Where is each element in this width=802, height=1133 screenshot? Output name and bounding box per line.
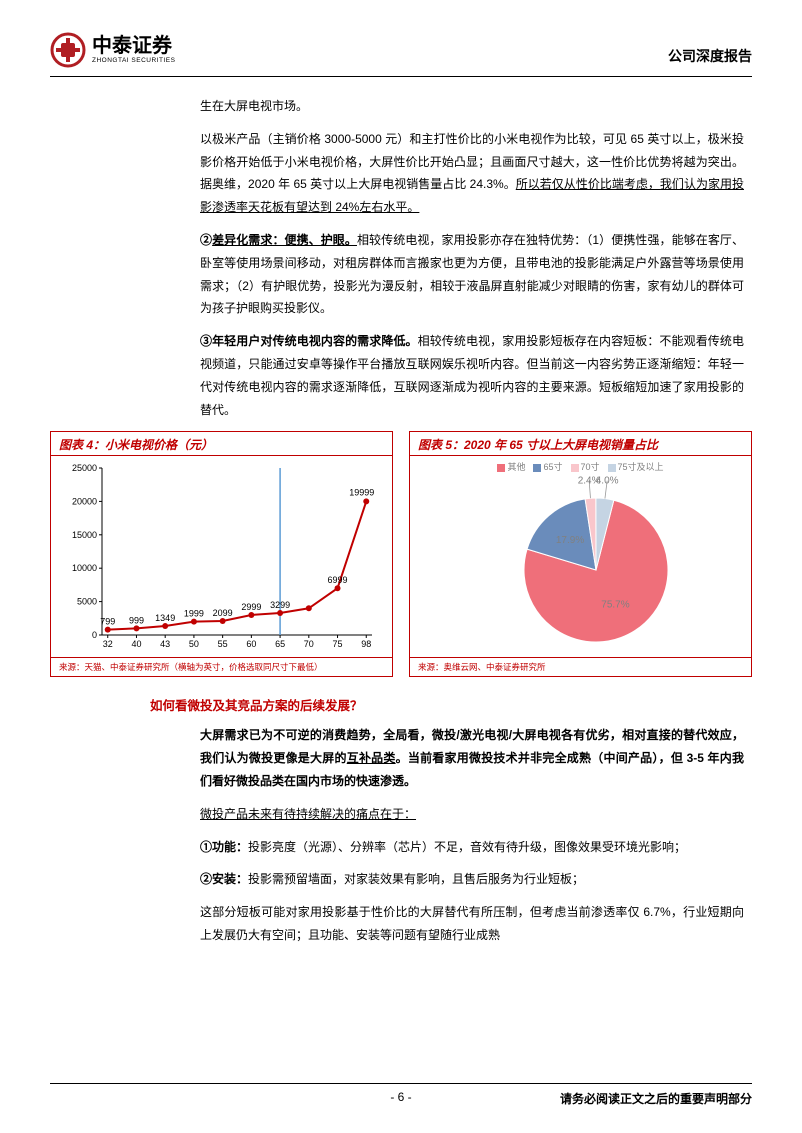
body-text-2: 大屏需求已为不可逆的消费趋势，全局看，微投/激光电视/大屏电视各有优劣，相对直接… (200, 724, 744, 946)
svg-text:2099: 2099 (212, 608, 232, 618)
svg-text:75: 75 (332, 639, 342, 649)
svg-text:999: 999 (128, 616, 143, 626)
svg-text:4.0%: 4.0% (595, 476, 618, 487)
para-1: 以极米产品（主销价格 3000-5000 元）和主打性价比的小米电视作为比较，可… (200, 128, 744, 219)
svg-text:40: 40 (131, 639, 141, 649)
logo-text-en: ZHONGTAI SECURITIES (92, 58, 175, 65)
s2-p1: 大屏需求已为不可逆的消费趋势，全局看，微投/激光电视/大屏电视各有优劣，相对直接… (200, 724, 744, 792)
header-right: 公司深度报告 (668, 46, 752, 66)
para-0: 生在大屏电视市场。 (200, 95, 744, 118)
section-2-heading: 如何看微投及其竞品方案的后续发展？ (150, 695, 752, 714)
chart-4: 图表 4：小米电视价格（元） 0 5000 10000 15000 20000 25000… (50, 431, 393, 677)
svg-text:20000: 20000 (71, 497, 96, 507)
para-2: ②差异化需求：便携、护眼。相较传统电视，家用投影亦存在独特优势：（1）便携性强，… (200, 229, 744, 320)
svg-text:3299: 3299 (270, 600, 290, 610)
chart-5-legend: 其他65寸70寸75寸及以上 (416, 460, 745, 473)
footer-right: 请务必阅读正文之后的重要声明部分 (560, 1090, 752, 1107)
chart-5: 图表 5：2020 年 65 寸以上大屏电视销量占比 其他65寸70寸75寸及以… (409, 431, 752, 677)
s2-p4: ②安装：投影需预留墙面，对家装效果有影响，且售后服务为行业短板； (200, 868, 744, 891)
page-header: 中泰证券 ZHONGTAI SECURITIES 公司深度报告 (50, 32, 752, 77)
svg-text:50: 50 (188, 639, 198, 649)
chart-5-source: 来源：奥维云网、中泰证券研究所 (410, 657, 751, 676)
svg-text:43: 43 (160, 639, 170, 649)
svg-text:15000: 15000 (71, 530, 96, 540)
chart-5-svg: 75.7%17.9%2.4%4.0% (436, 475, 726, 655)
svg-text:98: 98 (361, 639, 371, 649)
svg-text:5000: 5000 (76, 597, 96, 607)
svg-text:10000: 10000 (71, 564, 96, 574)
svg-text:55: 55 (217, 639, 227, 649)
svg-text:799: 799 (100, 617, 115, 627)
svg-text:70: 70 (303, 639, 313, 649)
svg-text:25000: 25000 (71, 463, 96, 473)
s2-p5: 这部分短板可能对家用投影基于性价比的大屏替代有所压制，但考虑当前渗透率仅 6.7… (200, 901, 744, 947)
chart-4-svg: 0 5000 10000 15000 20000 25000 32 40 43 50 55 60 65 7… (62, 460, 382, 655)
svg-text:1349: 1349 (155, 613, 175, 623)
svg-text:6999: 6999 (327, 576, 347, 586)
charts-row: 图表 4：小米电视价格（元） 0 5000 10000 15000 20000 25000… (50, 431, 752, 677)
page-number: - 6 - (390, 1090, 411, 1104)
body-text-1: 生在大屏电视市场。 以极米产品（主销价格 3000-5000 元）和主打性价比的… (200, 95, 744, 421)
chart-5-title: 图表 5：2020 年 65 寸以上大屏电视销量占比 (410, 432, 751, 456)
svg-text:60: 60 (246, 639, 256, 649)
logo-icon (50, 32, 86, 68)
svg-text:2999: 2999 (241, 602, 261, 612)
chart-4-source: 来源：天猫、中泰证券研究所（横轴为英寸，价格选取同尺寸下最低） (51, 657, 392, 676)
svg-text:1999: 1999 (183, 609, 203, 619)
svg-text:65: 65 (275, 639, 285, 649)
svg-text:19999: 19999 (349, 488, 374, 498)
svg-text:75.7%: 75.7% (601, 600, 629, 611)
logo-text-cn: 中泰证券 (92, 36, 175, 56)
s2-p2: 微投产品未来有待持续解决的痛点在于： (200, 803, 744, 826)
logo: 中泰证券 ZHONGTAI SECURITIES (50, 32, 175, 68)
chart-4-title: 图表 4：小米电视价格（元） (51, 432, 392, 456)
s2-p3: ①功能：投影亮度（光源）、分辨率（芯片）不足，音效有待升级，图像效果受环境光影响… (200, 836, 744, 859)
svg-text:0: 0 (91, 630, 96, 640)
svg-text:32: 32 (102, 639, 112, 649)
page-footer: - 6 - 请务必阅读正文之后的重要声明部分 (50, 1083, 752, 1107)
para-3: ③年轻用户对传统电视内容的需求降低。相较传统电视，家用投影短板存在内容短板：不能… (200, 330, 744, 421)
svg-text:17.9%: 17.9% (555, 535, 583, 546)
